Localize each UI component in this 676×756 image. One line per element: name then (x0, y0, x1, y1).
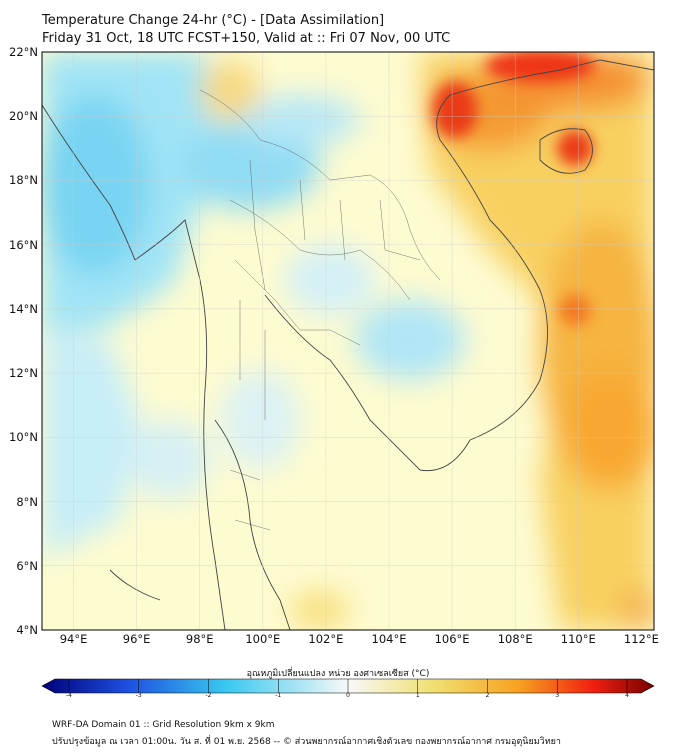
colorbar-tick-label: 4 (625, 692, 629, 699)
lon-tick-label: 112°E (623, 632, 659, 646)
graticule (42, 52, 654, 630)
coastlines (42, 59, 654, 630)
lon-tick-label: 100°E (245, 632, 281, 646)
lon-tick-label: 96°E (122, 632, 151, 646)
colorbar-tick-label: -4 (66, 692, 72, 699)
lat-tick-label: 8°N (16, 494, 38, 509)
map-subtitle: Friday 31 Oct, 18 UTC FCST+150, Valid at… (42, 31, 451, 46)
footer-credits: ปรับปรุงข้อมูล ณ เวลา 01:00น. วัน ส. ที่… (52, 737, 561, 747)
lon-tick-label: 108°E (497, 632, 533, 646)
lon-tick-label: 110°E (560, 632, 596, 646)
lon-tick-label: 98°E (185, 632, 214, 646)
temperature-field (42, 52, 654, 630)
lat-tick-label: 4°N (16, 623, 38, 637)
footer-model-info: WRF-DA Domain 01 :: Grid Resolution 9km … (52, 720, 275, 730)
colorbar-tick-label: -3 (135, 692, 142, 699)
lon-tick-label: 94°E (59, 632, 88, 646)
lon-tick-label: 102°E (308, 632, 344, 646)
colorbar-tick-label: 2 (485, 692, 490, 699)
colorbar-tick-label: 1 (415, 692, 420, 699)
lat-tick-label: 12°N (9, 366, 38, 381)
colorbar-tick-label: 3 (555, 692, 560, 699)
map-title: Temperature Change 24-hr (°C) - [Data As… (42, 13, 385, 28)
lat-tick-label: 20°N (9, 109, 38, 124)
lon-tick-label: 106°E (434, 632, 470, 646)
colorbar-tick-label: -1 (275, 692, 282, 699)
province-borders (199, 89, 441, 531)
lat-tick-label: 10°N (9, 430, 38, 445)
lat-tick-label: 14°N (9, 301, 38, 316)
lat-tick-label: 18°N (9, 173, 38, 188)
lat-tick-label: 6°N (16, 558, 38, 573)
colorbar-title: อุณหภูมิเปลี่ยนแปลง หน่วย องศาเซลเซียส (… (246, 669, 430, 679)
map-frame (41, 51, 655, 631)
lat-tick-label: 22°N (9, 45, 38, 59)
colorbar-tick-label: -2 (205, 692, 212, 699)
colorbar-tick-label: 0 (346, 692, 350, 699)
lat-tick-label: 16°N (9, 237, 38, 252)
colorbar (41, 678, 655, 694)
lon-tick-label: 104°E (371, 632, 407, 646)
